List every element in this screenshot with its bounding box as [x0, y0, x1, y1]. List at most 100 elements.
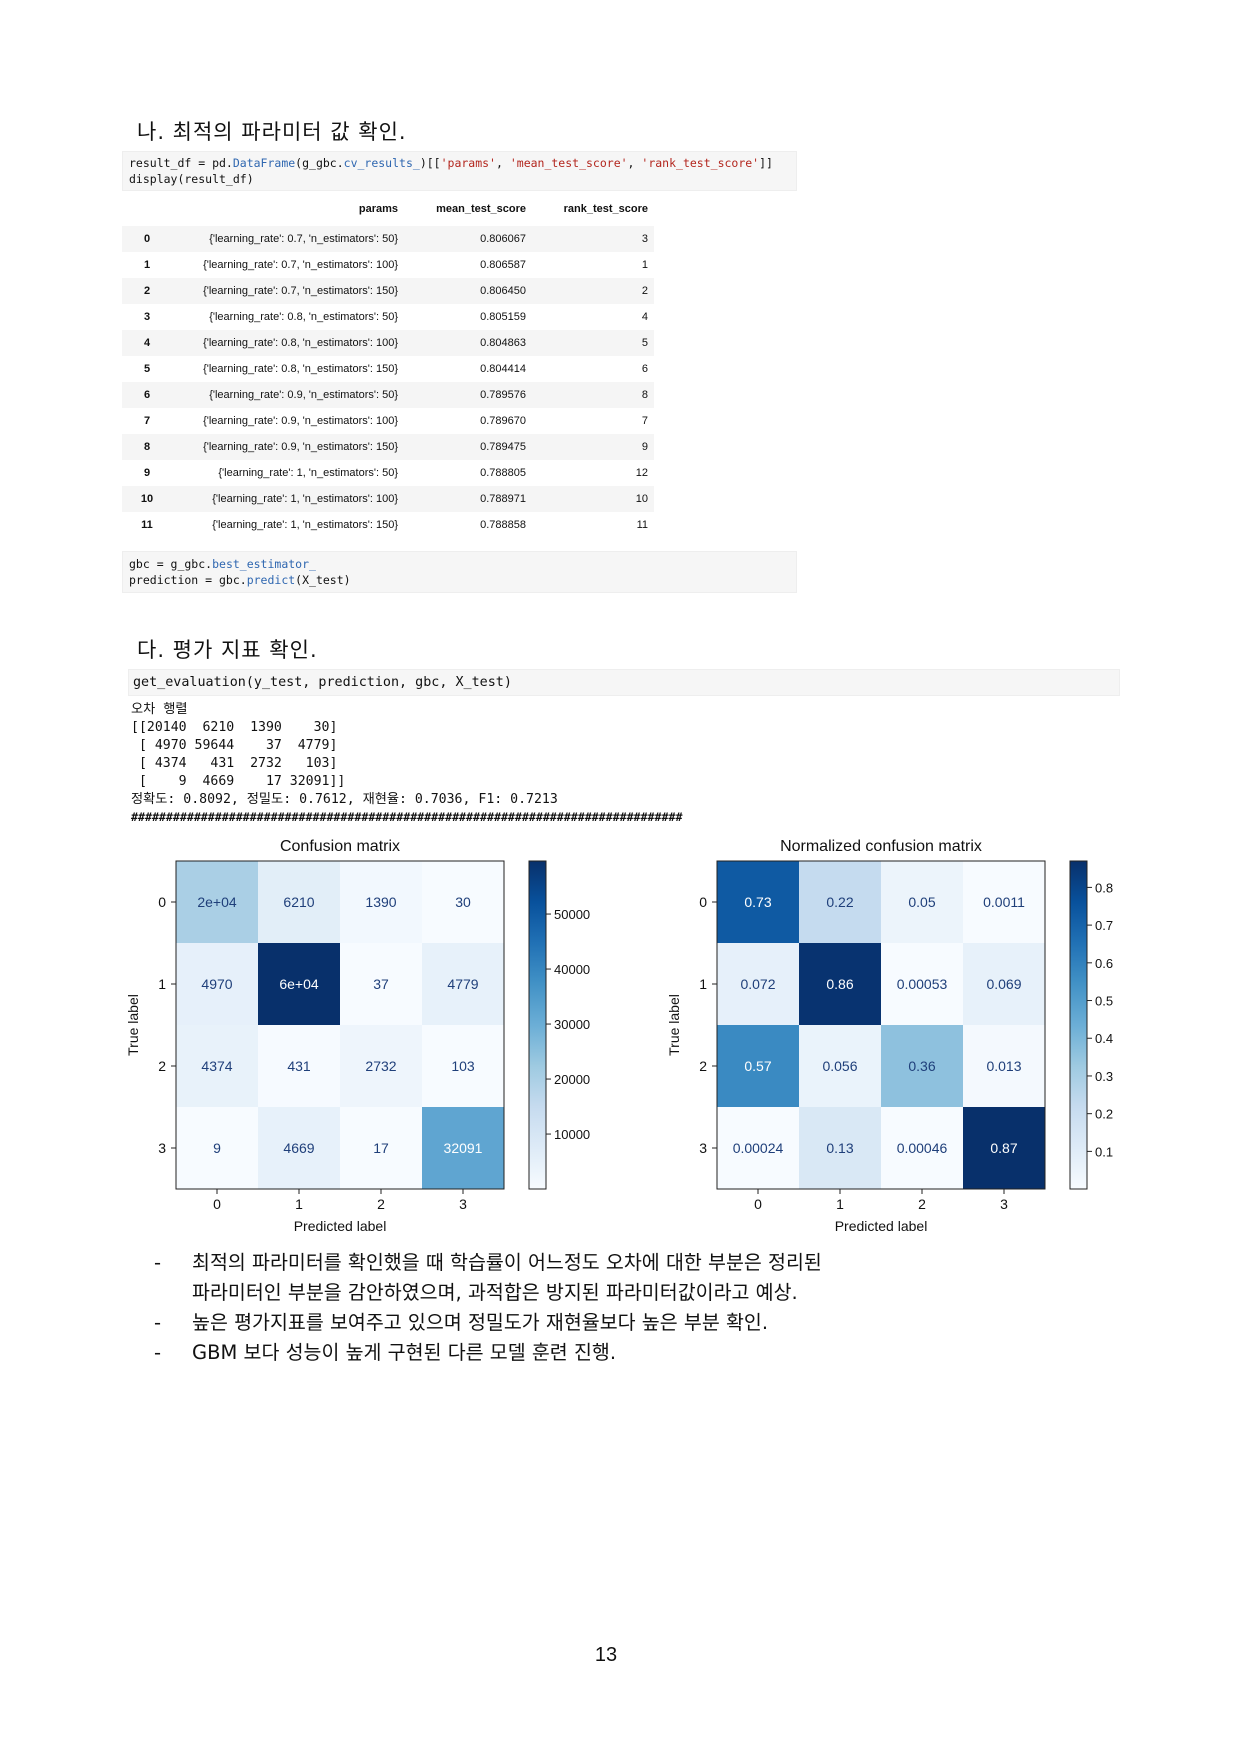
- row-index: 7: [143, 415, 151, 427]
- heatmap-cell: [176, 943, 258, 1025]
- code-line: prediction = gbc.predict(X_test): [129, 573, 351, 587]
- table-cell: 5: [532, 330, 654, 356]
- bullet-text: GBM 보다 성능이 높게 구현된 다른 모델 훈련 진행.: [192, 1341, 617, 1364]
- plot-frame: [175, 860, 505, 1190]
- colorbar-tick-label: 0.4: [1095, 1031, 1113, 1046]
- table-cell: 0.788971: [404, 486, 532, 512]
- heatmap-cell: [340, 861, 422, 943]
- heatmap-cell: [340, 943, 422, 1025]
- cell-label: 9: [213, 1140, 221, 1156]
- bullet-dash: -: [154, 1251, 162, 1274]
- cell-label: 0.00046: [897, 1140, 948, 1156]
- heatmap-cell: [717, 943, 799, 1025]
- table-row: 2 {'learning_rate': 0.7, 'n_estimators': …: [122, 278, 654, 304]
- row-index: 9: [143, 467, 151, 479]
- cell-label: 17: [373, 1140, 389, 1156]
- y-axis-label: True label: [666, 994, 682, 1056]
- y-tick-label: 0: [158, 894, 166, 910]
- cell-label: 32091: [444, 1140, 483, 1156]
- table-cell: 10: [532, 486, 654, 512]
- x-tick-label: 2: [918, 1196, 926, 1212]
- cell-label: 0.00053: [897, 976, 948, 992]
- x-axis-label: Predicted label: [835, 1218, 928, 1234]
- y-tick-label: 2: [699, 1058, 707, 1074]
- heatmap-cell: [717, 861, 799, 943]
- heatmap-cell: [717, 1025, 799, 1107]
- y-tick-label: 0: [699, 894, 707, 910]
- table-row: 9 {'learning_rate': 1, 'n_estimators': 50…: [122, 460, 654, 486]
- row-index: 6: [122, 382, 172, 408]
- output-line: 정확도: 0.8092, 정밀도: 0.7612, 재현율: 0.7036, F…: [131, 792, 558, 807]
- bullet-item: - 최적의 파라미터를 확인했을 때 학습률이 어느정도 오차에 대한 부분은 정…: [154, 1248, 1114, 1308]
- colorbar-tick-label: 30000: [554, 1017, 590, 1032]
- colorbar-tick-label: 50000: [554, 907, 590, 922]
- row-index: 10: [122, 486, 172, 512]
- code-cell-prediction[interactable]: gbc = g_gbc.best_estimator_ prediction =…: [122, 551, 797, 593]
- y-axis-label: True label: [125, 994, 141, 1056]
- heatmap-cell: [881, 861, 963, 943]
- y-tick-label: 3: [158, 1140, 166, 1156]
- cell-label: 103: [451, 1058, 475, 1074]
- heatmap-cell: [963, 1107, 1045, 1189]
- cell-label: 6210: [283, 894, 314, 910]
- row-index: 4: [122, 330, 172, 356]
- heatmap-cell: [422, 943, 504, 1025]
- heatmap-cell: [258, 943, 340, 1025]
- heatmap-cell: [799, 943, 881, 1025]
- output-line: ########################################…: [131, 810, 683, 824]
- table-cell: 7: [641, 415, 648, 427]
- cell-label: 0.00024: [733, 1140, 784, 1156]
- table-row: 10 {'learning_rate': 1, 'n_estimators': 1…: [122, 486, 654, 512]
- page-number: 13: [594, 1644, 618, 1666]
- cell-label: 0.013: [986, 1058, 1021, 1074]
- bullet-dash: -: [154, 1311, 162, 1334]
- heatmap-cell: [176, 861, 258, 943]
- code-cell-result-df[interactable]: result_df = pd.DataFrame(g_gbc.cv_result…: [122, 151, 797, 191]
- index-header: [122, 192, 172, 226]
- table-cell: {'learning_rate': 0.7, 'n_estimators': 1…: [172, 278, 404, 304]
- table-cell: 0.806450: [404, 278, 532, 304]
- code-line: get_evaluation(y_test, prediction, gbc, …: [133, 675, 512, 690]
- heatmap-cell: [176, 1025, 258, 1107]
- x-tick-label: 1: [836, 1196, 844, 1212]
- summary-bullets: - 최적의 파라미터를 확인했을 때 학습률이 어느정도 오차에 대한 부분은 정…: [154, 1248, 1114, 1368]
- section-heading-na: 나. 최적의 파라미터 값 확인.: [137, 120, 407, 144]
- table-row: 7 {'learning_rate': 0.9, 'n_estimators': …: [122, 408, 654, 434]
- column-header: mean_test_score: [436, 203, 526, 215]
- heatmap-cell: [881, 1107, 963, 1189]
- x-tick-label: 2: [377, 1196, 385, 1212]
- table-cell: {'learning_rate': 0.8, 'n_estimators': 1…: [172, 330, 404, 356]
- bullet-item: - 높은 평가지표를 보여주고 있으며 정밀도가 재현율보다 높은 부분 확인.: [154, 1308, 1114, 1338]
- colorbar-tick-label: 10000: [554, 1127, 590, 1142]
- table-cell: 6: [641, 363, 648, 375]
- row-index: 3: [143, 311, 151, 323]
- table-row: 6 {'learning_rate': 0.9, 'n_estimators': …: [122, 382, 654, 408]
- table-row: 11 {'learning_rate': 1, 'n_estimators': 1…: [122, 512, 654, 538]
- row-index: 5: [143, 363, 151, 375]
- code-cell-evaluation[interactable]: get_evaluation(y_test, prediction, gbc, …: [128, 669, 1120, 696]
- heatmap-cell: [799, 861, 881, 943]
- table-cell: 0.789670: [480, 415, 526, 427]
- table-row: 5 {'learning_rate': 0.8, 'n_estimators': …: [122, 356, 654, 382]
- row-index: 8: [122, 434, 172, 460]
- table-cell: 0.788805: [480, 467, 526, 479]
- table-cell: 0.806587: [480, 259, 526, 271]
- cell-label: 0.072: [740, 976, 775, 992]
- row-index: 2: [122, 278, 172, 304]
- table-cell: {'learning_rate': 1, 'n_estimators': 150…: [212, 519, 398, 531]
- colorbar-tick-label: 40000: [554, 962, 590, 977]
- chart-title: Normalized confusion matrix: [780, 838, 982, 855]
- cell-label: 4669: [283, 1140, 314, 1156]
- colorbar: [1069, 860, 1088, 1190]
- table-cell: 0.788858: [480, 519, 526, 531]
- output-line: [[20140 6210 1390 30]: [131, 720, 338, 735]
- table-cell: 3: [532, 226, 654, 252]
- x-tick-label: 1: [295, 1196, 303, 1212]
- y-tick-label: 3: [699, 1140, 707, 1156]
- table-cell: 0.789475: [404, 434, 532, 460]
- bullet-item: - GBM 보다 성능이 높게 구현된 다른 모델 훈련 진행.: [154, 1338, 1114, 1368]
- output-line: 오차 행렬: [131, 702, 188, 717]
- table-cell: 0.806067: [404, 226, 532, 252]
- colorbar-tick-label: 0.6: [1095, 956, 1113, 971]
- colorbar-tick-label: 0.3: [1095, 1069, 1113, 1084]
